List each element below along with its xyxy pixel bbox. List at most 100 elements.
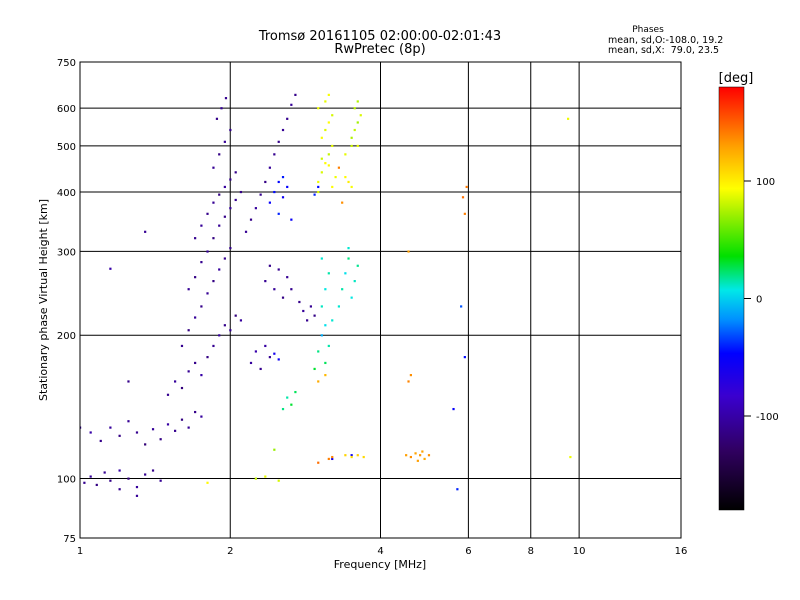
- data-point: [350, 296, 353, 299]
- data-point: [317, 107, 320, 110]
- data-point: [409, 374, 412, 377]
- data-point: [273, 352, 276, 355]
- data-point: [306, 319, 309, 322]
- data-point: [264, 475, 267, 478]
- y-axis-ticks: 75 100 200 300 400 500 600 750: [57, 58, 76, 545]
- data-point: [463, 356, 466, 359]
- data-point: [80, 426, 82, 429]
- data-point: [212, 166, 215, 169]
- data-point: [344, 272, 347, 275]
- phase-stats-x: mean, sd,X: 79.0, 23.5: [608, 45, 719, 56]
- data-point: [254, 477, 257, 480]
- data-point: [324, 288, 327, 291]
- data-point: [187, 370, 190, 373]
- data-point: [320, 334, 323, 337]
- data-point: [234, 171, 237, 174]
- data-point: [337, 166, 341, 169]
- data-point: [320, 136, 323, 139]
- data-point: [200, 224, 203, 227]
- data-point: [218, 268, 221, 271]
- data-point: [341, 288, 344, 291]
- data-point: [223, 324, 226, 327]
- data-point: [294, 93, 297, 96]
- data-point: [223, 215, 226, 218]
- data-point: [277, 479, 280, 482]
- data-point: [419, 454, 422, 457]
- data-point: [567, 117, 570, 120]
- data-point: [127, 380, 130, 383]
- data-point: [144, 473, 147, 476]
- data-point: [218, 153, 221, 156]
- chart-title: Tromsø 20161105 02:00:00-02:01:43: [258, 29, 501, 44]
- data-point: [407, 250, 410, 253]
- data-point: [350, 455, 353, 459]
- data-point: [99, 439, 102, 443]
- data-point: [187, 329, 190, 332]
- data-point: [229, 178, 232, 181]
- data-point: [234, 198, 237, 202]
- data-point: [353, 107, 356, 110]
- data-point: [317, 190, 320, 194]
- data-point: [229, 247, 232, 250]
- data-point: [362, 455, 365, 459]
- data-point: [277, 212, 280, 215]
- y-axis-label: Stationary phase Virtual Height [km]: [37, 199, 50, 401]
- data-point: [286, 276, 289, 279]
- data-point: [456, 488, 459, 491]
- data-point: [353, 128, 356, 132]
- data-point: [127, 477, 130, 480]
- data-point: [313, 314, 316, 317]
- data-point: [277, 358, 280, 361]
- data-point: [350, 144, 353, 148]
- data-point: [273, 153, 276, 156]
- data-point: [187, 426, 190, 429]
- data-point: [281, 196, 285, 199]
- data-point: [320, 257, 323, 260]
- data-point: [463, 212, 466, 215]
- data-point: [273, 448, 276, 451]
- x-tick-label: 4: [377, 546, 383, 557]
- data-point: [281, 128, 285, 132]
- data-point: [281, 407, 285, 411]
- data-point: [89, 475, 92, 478]
- data-point: [331, 144, 334, 148]
- data-point: [200, 305, 203, 308]
- x-tick-label: 8: [528, 546, 534, 557]
- data-point: [423, 457, 426, 461]
- data-point: [421, 450, 424, 453]
- data-point: [347, 180, 350, 184]
- data-point: [159, 479, 162, 482]
- data-point: [239, 319, 243, 322]
- y-tick-label: 100: [57, 475, 76, 486]
- data-point: [356, 144, 359, 148]
- y-tick-label: 400: [57, 188, 76, 199]
- data-point: [277, 268, 280, 271]
- data-point: [324, 162, 327, 165]
- data-point: [427, 454, 431, 457]
- data-point: [356, 100, 359, 103]
- data-point: [461, 196, 465, 199]
- data-point: [277, 140, 280, 143]
- data-point: [294, 390, 297, 394]
- data-point: [223, 257, 226, 260]
- data-point: [341, 201, 344, 204]
- colorbar-ticks: 100 0 -100: [744, 177, 779, 423]
- data-point: [416, 459, 419, 462]
- data-point: [268, 356, 271, 359]
- data-point: [194, 276, 197, 279]
- data-point: [273, 288, 276, 291]
- data-point: [224, 97, 228, 100]
- data-point: [215, 117, 219, 120]
- data-point: [135, 485, 139, 489]
- data-point: [229, 128, 232, 132]
- x-tick-label: 2: [227, 546, 233, 557]
- data-point: [309, 305, 312, 308]
- data-point: [220, 107, 223, 110]
- data-point: [344, 153, 347, 156]
- data-point: [344, 175, 347, 179]
- data-point: [206, 356, 209, 359]
- data-point: [281, 296, 285, 299]
- data-points: [80, 93, 572, 497]
- data-point: [118, 469, 121, 472]
